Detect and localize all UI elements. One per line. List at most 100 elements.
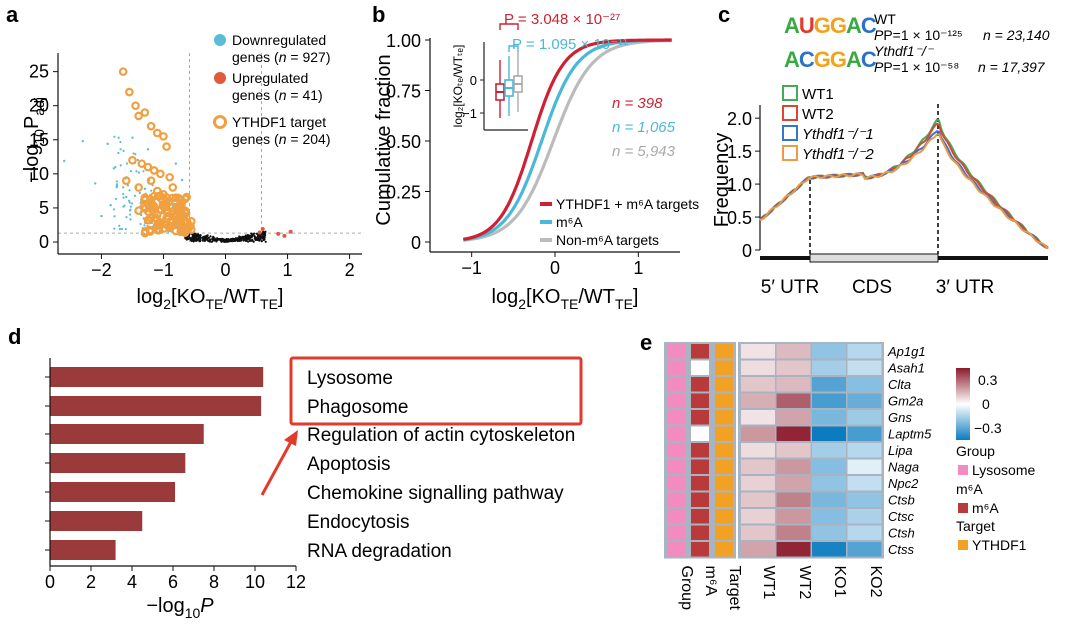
- point-target-cloud: [140, 195, 149, 204]
- b-xtick-label-0: −1: [461, 258, 482, 278]
- a-ytick-label-4: 20: [29, 96, 49, 116]
- point-down-cloud: [124, 228, 127, 231]
- cell-heat-10-0: [741, 509, 775, 524]
- point-nonsig: [251, 239, 254, 242]
- bar-3: [50, 453, 186, 473]
- cell-heat-7-0: [741, 459, 775, 474]
- point-nonsig: [257, 236, 260, 239]
- point-nonsig: [202, 235, 205, 239]
- point-target-cloud: [179, 217, 189, 227]
- bar-label-2: Regulation of actin cytoskeleton: [307, 425, 575, 446]
- point-down-cloud: [129, 205, 132, 208]
- cell-m6a-9: [691, 492, 709, 507]
- point-target-cloud: [151, 213, 160, 222]
- c-ytick-label-2: 1.0: [727, 175, 752, 195]
- bar-label-1: Phagosome: [307, 397, 408, 418]
- point-down-cloud: [115, 186, 118, 189]
- motif-ko-label: Ythdf1⁻/⁻: [874, 43, 935, 59]
- panel-b-legend: YTHDF1 + m⁶A targets m⁶A Non-m⁶A targets: [540, 196, 699, 248]
- panel-b: b 0 0.25 0.50 0.75 1.00 −1 0 1 Cumulative fract…: [372, 2, 699, 312]
- point-target-7: [159, 132, 168, 141]
- bar-label-3: Apoptosis: [307, 454, 390, 475]
- highlight-arrow: [260, 430, 298, 496]
- region-5utr: 5′ UTR: [761, 277, 819, 298]
- panel-b-xlabel: log2[KOTE/WTTE]: [492, 286, 639, 312]
- inset-tick-label-0: 0: [470, 73, 477, 88]
- point-nonsig: [199, 240, 202, 243]
- cell-m6a-4: [691, 410, 709, 425]
- point-nonsig: [244, 236, 247, 239]
- legend-e-group-title: Group: [956, 443, 995, 459]
- legend-c-ko1: [782, 125, 798, 141]
- point-nonsig: [253, 232, 256, 235]
- point-nonsig: [199, 236, 202, 239]
- point-target-14: [165, 172, 174, 182]
- cell-heat-5-3: [847, 426, 882, 441]
- panel-e-column-labels: Group m⁶A Target WT1 WT2 KO1 KO2: [678, 566, 884, 611]
- legend-e-group-item: Lysosome: [972, 462, 1036, 478]
- cell-heat-0-1: [776, 344, 811, 359]
- point-nonsig: [196, 233, 199, 237]
- point-target-cloud: [172, 209, 181, 219]
- cell-heat-9-0: [741, 492, 775, 507]
- bar-6: [50, 540, 116, 560]
- cell-heat-0-2: [812, 344, 846, 359]
- d-xtick-label-3: 6: [168, 572, 178, 592]
- point-down-1: [63, 159, 66, 163]
- a-xtick-label-0: −2: [91, 260, 112, 280]
- cell-heat-10-2: [812, 509, 846, 524]
- cell-group-10: [667, 509, 685, 524]
- cell-heat-12-2: [812, 542, 846, 557]
- point-down-cloud: [143, 224, 146, 227]
- cell-group-2: [667, 377, 685, 392]
- cell-heat-9-2: [812, 492, 846, 507]
- point-nonsig: [242, 239, 245, 242]
- point-target-9: [128, 155, 137, 165]
- panel-d-axes: 0 2 4 6 8 10 12: [45, 358, 306, 592]
- panel-d-label: d: [8, 324, 21, 349]
- pvalue-blue: P = 1.095 × 10⁻¹¹: [512, 36, 628, 53]
- a-ytick-label-2: 10: [29, 164, 49, 184]
- gene-label-gns: Gns: [888, 410, 912, 425]
- d-xtick-label-1: 2: [86, 572, 96, 592]
- point-target-2: [131, 101, 140, 111]
- point-down-2: [106, 142, 109, 146]
- panel-a-legend: Downregulated genes (n = 927) Upregulate…: [213, 32, 330, 147]
- legend-c-ko2: [782, 145, 798, 161]
- cell-heat-9-3: [847, 492, 882, 507]
- cell-heat-8-2: [812, 476, 846, 491]
- bar-label-4: Chemokine signalling pathway: [307, 483, 564, 504]
- cell-target-11: [715, 525, 733, 540]
- cell-m6a-11: [691, 525, 709, 540]
- col-label-5: KO1: [831, 566, 848, 598]
- a-xtick-label-1: −1: [153, 260, 174, 280]
- point-nonsig: [219, 239, 222, 242]
- c-ytick-label-0: 0: [742, 241, 752, 261]
- cell-target-10: [715, 509, 733, 524]
- panel-d-bars: Lysosome Phagosome Regulation of actin cyt…: [50, 367, 575, 562]
- point-nonsig: [233, 237, 236, 241]
- point-target-cloud: [163, 208, 172, 218]
- cell-group-3: [667, 393, 685, 408]
- point-target-cloud: [183, 224, 193, 234]
- point-target-cloud: [158, 200, 168, 209]
- gene-label-asah1: Asah1: [887, 361, 925, 376]
- point-nonsig: [228, 238, 231, 241]
- point-target-cloud: [162, 192, 171, 202]
- inset-tick-label-m1: −1: [462, 106, 477, 121]
- point-target-0: [118, 67, 128, 76]
- cell-m6a-5: [691, 426, 709, 441]
- cell-heat-4-0: [741, 410, 775, 425]
- legend-down-line1: Downregulated: [232, 32, 326, 48]
- point-down-cloud: [135, 170, 138, 173]
- point-target-cloud: [176, 227, 186, 237]
- legend-c-wt1-label: WT1: [802, 86, 834, 103]
- point-target-cloud: [163, 211, 173, 221]
- gene-label-npc2: Npc2: [888, 476, 919, 491]
- point-nonsig: [248, 237, 252, 240]
- motif-ko-n: n = 17,397: [978, 59, 1046, 75]
- point-down-cloud: [115, 180, 118, 183]
- cell-heat-6-1: [776, 443, 811, 458]
- gene-label-gm2a: Gm2a: [888, 394, 923, 409]
